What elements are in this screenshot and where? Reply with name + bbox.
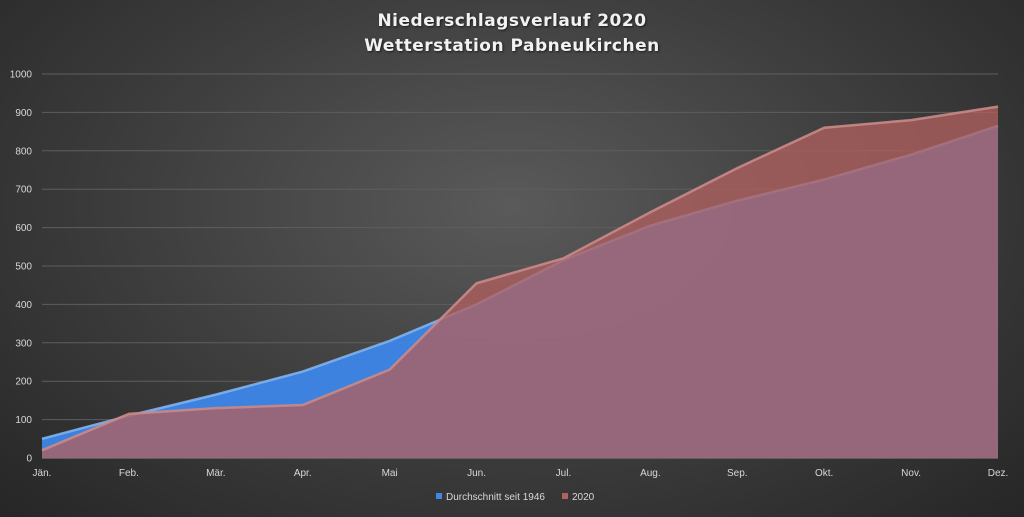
- y-tick-label: 300: [15, 338, 32, 349]
- y-tick-label: 500: [15, 262, 32, 273]
- y-axis-ticks: 0 100 200 300 400 500 600 700 800 900 1000: [10, 70, 33, 465]
- y-tick-label: 0: [26, 454, 32, 465]
- x-tick-label: Apr.: [294, 468, 312, 479]
- x-tick-label: Mär.: [206, 468, 225, 479]
- x-tick-label: Jul.: [556, 468, 572, 479]
- x-tick-label: Jun.: [467, 468, 486, 479]
- legend-swatch: [436, 493, 442, 499]
- x-tick-label: Okt.: [815, 468, 833, 479]
- x-tick-label: Sep.: [727, 468, 748, 479]
- x-axis-ticks: Jän. Feb. Mär. Apr. Mai Jun. Jul. Aug. Sep. Okt. N…: [33, 468, 1009, 479]
- chart-subtitle: Wetterstation Pabneukirchen: [364, 36, 660, 56]
- series-area-2: [42, 106, 998, 458]
- y-tick-label: 100: [15, 415, 32, 426]
- legend-label: Durchschnitt seit 1946: [446, 492, 545, 503]
- y-tick-label: 900: [15, 108, 32, 119]
- x-tick-label: Jän.: [33, 468, 52, 479]
- series-areas: [41, 105, 999, 458]
- x-tick-label: Aug.: [640, 468, 661, 479]
- y-tick-label: 800: [15, 146, 32, 157]
- y-tick-label: 400: [15, 300, 32, 311]
- x-tick-label: Dez.: [988, 468, 1009, 479]
- chart-title: Niederschlagsverlauf 2020: [377, 11, 647, 31]
- series-line-2: [41, 105, 999, 452]
- legend-swatch: [562, 493, 568, 499]
- y-tick-label: 200: [15, 377, 32, 388]
- x-tick-label: Mai: [382, 468, 398, 479]
- y-tick-label: 1000: [10, 70, 33, 81]
- y-tick-label: 600: [15, 223, 32, 234]
- y-tick-label: 700: [15, 185, 32, 196]
- x-tick-label: Nov.: [901, 468, 921, 479]
- x-tick-label: Feb.: [119, 468, 139, 479]
- legend: Durchschnitt seit 1946 2020: [436, 492, 595, 503]
- legend-label: 2020: [572, 492, 595, 503]
